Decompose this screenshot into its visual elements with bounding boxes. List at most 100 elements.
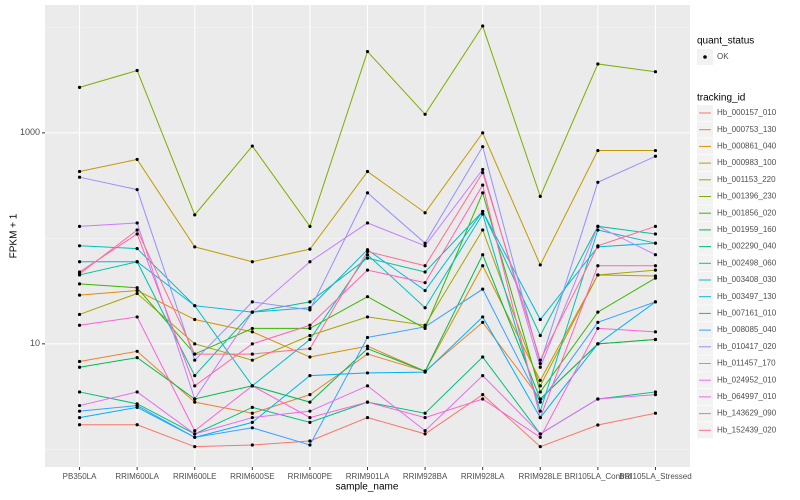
- point: [135, 221, 139, 225]
- point: [653, 330, 658, 334]
- point: [308, 439, 312, 443]
- point: [193, 245, 197, 249]
- point: [250, 352, 254, 356]
- x-tick-label: BRI105LA_Control: [564, 472, 631, 481]
- point: [423, 211, 427, 215]
- point: [596, 326, 600, 331]
- point: [250, 405, 254, 409]
- point: [653, 253, 658, 257]
- point: [596, 180, 600, 184]
- point: [77, 85, 82, 89]
- point: [538, 435, 542, 439]
- point: [308, 409, 312, 413]
- legend-label: Hb_024952_010: [717, 375, 777, 384]
- point: [250, 330, 254, 334]
- point: [77, 175, 82, 179]
- point: [423, 411, 427, 415]
- point: [193, 384, 197, 388]
- point: [77, 365, 82, 369]
- point: [423, 325, 427, 329]
- point: [653, 70, 658, 74]
- point: [365, 384, 370, 388]
- point: [135, 187, 139, 192]
- point: [77, 423, 82, 427]
- point: [538, 333, 542, 338]
- point: [308, 415, 312, 420]
- point: [77, 403, 82, 408]
- point: [481, 315, 485, 319]
- point: [423, 241, 427, 245]
- legend-label: Hb_001856_020: [717, 208, 777, 217]
- point: [135, 288, 139, 293]
- point: [423, 429, 427, 433]
- point: [77, 260, 82, 264]
- point: [135, 68, 139, 73]
- point: [365, 415, 370, 420]
- point: [135, 356, 139, 360]
- point: [423, 281, 427, 285]
- x-tick-label: RRIM901LA: [346, 472, 390, 481]
- point: [538, 400, 542, 404]
- point: [77, 415, 82, 420]
- point: [365, 49, 370, 54]
- point: [250, 260, 254, 264]
- point: [653, 390, 658, 394]
- point: [481, 253, 485, 257]
- point: [538, 415, 542, 420]
- point: [250, 144, 254, 148]
- point: [365, 400, 370, 404]
- point: [481, 320, 485, 324]
- point: [308, 400, 312, 404]
- point: [481, 228, 485, 232]
- point: [423, 415, 427, 420]
- point: [135, 232, 139, 236]
- legend-label: Hb_003408_030: [717, 275, 777, 284]
- point: [653, 148, 658, 153]
- point: [135, 260, 139, 264]
- point: [481, 212, 485, 216]
- point: [538, 390, 542, 394]
- point: [308, 247, 312, 251]
- point: [596, 224, 600, 228]
- point: [308, 373, 312, 378]
- point: [308, 224, 312, 228]
- point: [77, 282, 82, 286]
- legend-label: Hb_008085_040: [717, 325, 777, 334]
- point: [423, 112, 427, 116]
- point: [481, 145, 485, 149]
- point: [193, 352, 197, 356]
- point: [77, 224, 82, 228]
- point: [365, 249, 370, 254]
- legend-label: Hb_011457_170: [717, 359, 776, 368]
- legend-label: Hb_001959_160: [717, 225, 777, 234]
- point: [365, 169, 370, 174]
- point: [538, 378, 542, 383]
- point: [596, 397, 600, 401]
- legend-label: Hb_000861_040: [717, 142, 777, 151]
- legend-label: Hb_003497_130: [717, 292, 777, 301]
- legend-point: [703, 55, 707, 59]
- point: [135, 246, 139, 251]
- point: [481, 167, 485, 172]
- point: [365, 371, 370, 375]
- point: [481, 397, 485, 401]
- point: [250, 310, 254, 314]
- legend-label: Hb_002498_060: [717, 258, 777, 267]
- legend-label: Hb_010417_020: [717, 342, 777, 351]
- point: [308, 326, 312, 331]
- point: [653, 154, 658, 158]
- legend-label: Hb_143629_090: [717, 409, 777, 418]
- x-tick-label: RRIM928LE: [518, 472, 562, 481]
- point: [193, 304, 197, 308]
- point: [538, 432, 542, 436]
- point: [250, 411, 254, 415]
- point: [365, 221, 370, 225]
- point: [193, 445, 197, 449]
- point: [538, 384, 542, 388]
- x-tick-label: PB350LA: [63, 472, 97, 481]
- point: [596, 62, 600, 66]
- point: [481, 264, 485, 268]
- point: [653, 411, 658, 415]
- point: [77, 293, 82, 297]
